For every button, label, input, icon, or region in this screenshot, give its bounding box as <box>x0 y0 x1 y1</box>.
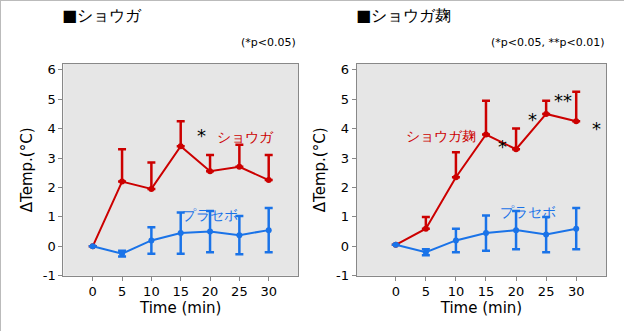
svg-text:3: 3 <box>341 151 349 166</box>
svg-text:*: * <box>528 109 537 130</box>
svg-text:15: 15 <box>172 284 189 299</box>
svg-text:プラセボ: プラセボ <box>182 207 238 223</box>
svg-text:プラセボ: プラセボ <box>500 204 556 220</box>
svg-text:1: 1 <box>341 209 349 224</box>
svg-text:0: 0 <box>48 239 56 254</box>
svg-text:6: 6 <box>341 62 349 77</box>
svg-text:ショウガ: ショウガ <box>217 129 274 145</box>
svg-text:15: 15 <box>478 284 495 299</box>
svg-text:20: 20 <box>202 284 219 299</box>
svg-text:5: 5 <box>422 284 430 299</box>
svg-text:(*p<0.05, **p<0.01): (*p<0.05, **p<0.01) <box>491 36 604 49</box>
svg-text:20: 20 <box>508 284 525 299</box>
svg-text:ΔTemp.(°C): ΔTemp.(°C) <box>18 127 36 212</box>
svg-text:*: * <box>592 118 601 139</box>
svg-text:25: 25 <box>231 284 248 299</box>
svg-text:1: 1 <box>48 209 56 224</box>
svg-text:0: 0 <box>341 239 349 254</box>
svg-text:Time (min): Time (min) <box>440 299 522 317</box>
svg-text:-1: -1 <box>336 268 349 283</box>
svg-text:6: 6 <box>48 62 56 77</box>
svg-text:2: 2 <box>341 180 349 195</box>
svg-text:0: 0 <box>89 284 97 299</box>
svg-text:5: 5 <box>118 284 126 299</box>
svg-text:10: 10 <box>448 284 465 299</box>
svg-text:2: 2 <box>48 180 56 195</box>
svg-text:■ショウガ麹: ■ショウガ麹 <box>356 6 451 25</box>
svg-text:-1: -1 <box>43 268 56 283</box>
svg-text:25: 25 <box>538 284 555 299</box>
svg-text:30: 30 <box>568 284 585 299</box>
svg-text:5: 5 <box>48 92 56 107</box>
svg-text:ΔTemp.(°C): ΔTemp.(°C) <box>311 127 329 212</box>
svg-text:(*p<0.05): (*p<0.05) <box>241 36 296 49</box>
svg-text:*: * <box>197 125 206 146</box>
svg-text:10: 10 <box>143 284 160 299</box>
svg-text:ショウガ麹: ショウガ麹 <box>406 128 476 144</box>
svg-text:0: 0 <box>392 284 400 299</box>
svg-text:5: 5 <box>341 92 349 107</box>
svg-text:■ショウガ: ■ショウガ <box>62 6 142 25</box>
svg-text:Time (min): Time (min) <box>139 299 221 317</box>
svg-text:**: ** <box>554 90 572 111</box>
svg-text:30: 30 <box>260 284 277 299</box>
svg-text:3: 3 <box>48 151 56 166</box>
svg-text:4: 4 <box>341 121 349 136</box>
svg-text:*: * <box>498 136 507 157</box>
svg-text:4: 4 <box>48 121 56 136</box>
